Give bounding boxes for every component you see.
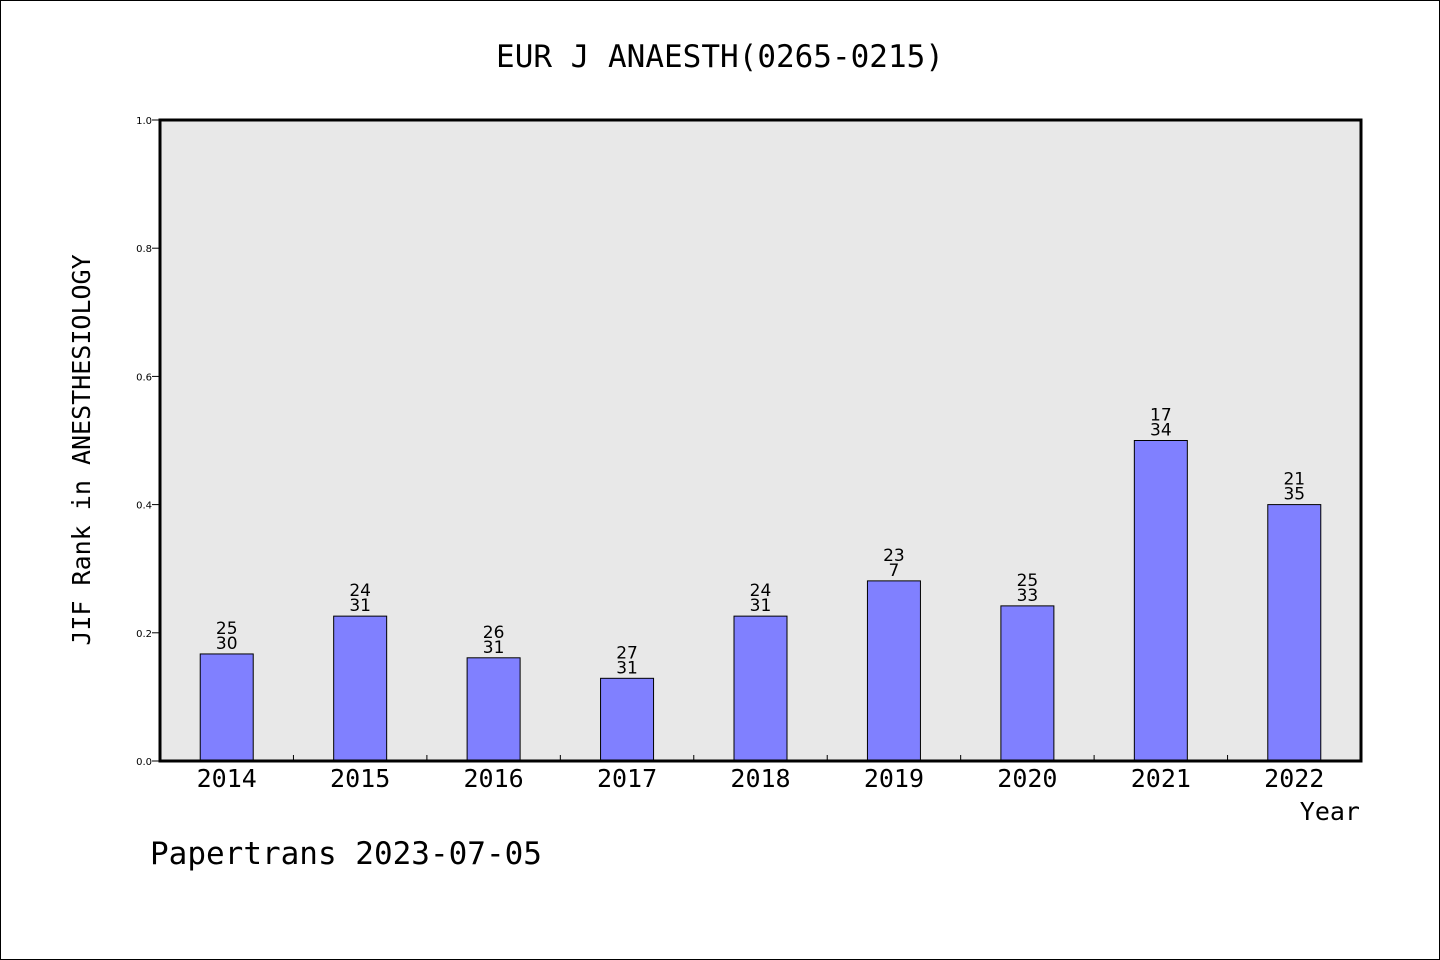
plot-border: [158, 118, 1363, 763]
bar-label-bottom: 31: [349, 596, 371, 616]
x-tick-label: 2019: [864, 764, 924, 793]
x-tick-label: 2015: [330, 764, 390, 793]
x-axis-ticks: 2014 2015 2016 2017 2018 2019 2020 2021 2022: [197, 755, 1324, 793]
bar-2014: [199, 653, 254, 762]
y-tick-label: 0.8: [136, 244, 152, 255]
bars-group: [199, 440, 1322, 762]
bar-label-top: 24: [750, 581, 772, 601]
bar-label-bottom: 35: [1283, 485, 1305, 505]
y-tick-label: 0.2: [136, 629, 152, 640]
bar-label-top: 26: [483, 623, 505, 643]
bar-2019: [866, 580, 921, 762]
bar-label-top: 25: [216, 619, 238, 639]
bar-2015: [333, 615, 388, 762]
bar-label-bottom: 31: [616, 658, 638, 678]
bar-label-bottom: 30: [216, 634, 238, 654]
bar-label-bottom: 33: [1017, 586, 1039, 606]
chart-title: EUR J ANAESTH(0265-0215): [496, 39, 944, 75]
bar-2022: [1267, 504, 1322, 762]
y-tick-label: 0.4: [136, 501, 152, 512]
bar-2018: [733, 615, 788, 762]
x-tick-label: 2020: [997, 764, 1057, 793]
bar-2020: [1000, 605, 1055, 762]
x-tick-label: 2018: [730, 764, 790, 793]
y-axis-ticks: 0.0 0.2 0.4 0.6 0.8 1.0: [136, 116, 160, 768]
y-tick-label: 0.6: [136, 372, 152, 383]
x-tick-label: 2022: [1264, 764, 1324, 793]
x-tick-label: 2014: [197, 764, 257, 793]
bar-label-top: 21: [1283, 470, 1305, 490]
bar-label-top: 17: [1150, 406, 1172, 426]
bar-label-bottom: 31: [750, 596, 772, 616]
y-axis-label: JIF Rank in ANESTHESIOLOGY: [67, 254, 96, 645]
footer-credit: Papertrans 2023-07-05: [150, 836, 542, 872]
bar-2017: [600, 677, 655, 762]
y-tick-label: 0.0: [136, 757, 152, 768]
x-tick-label: 2017: [597, 764, 657, 793]
x-axis-label: Year: [1300, 797, 1360, 826]
x-tick-label: 2016: [464, 764, 524, 793]
bar-label-bottom: 34: [1150, 421, 1172, 441]
bar-2021: [1133, 440, 1188, 762]
bar-label-bottom: 7: [889, 561, 900, 581]
bar-label-bottom: 31: [483, 638, 505, 658]
x-tick-label: 2021: [1131, 764, 1191, 793]
y-tick-label: 1.0: [136, 116, 152, 127]
bar-label-top: 25: [1017, 571, 1039, 591]
bar-label-top: 23: [883, 546, 905, 566]
bar-2016: [466, 657, 521, 762]
bar-label-top: 24: [349, 581, 371, 601]
bar-label-top: 27: [616, 643, 638, 663]
